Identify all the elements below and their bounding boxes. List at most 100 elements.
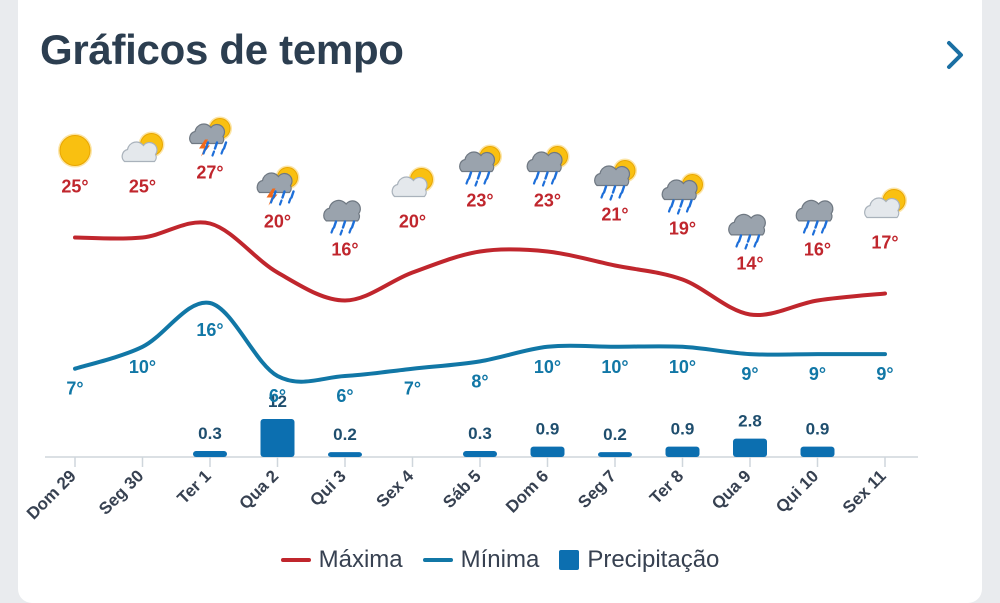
page-title: Gráficos de tempo (40, 26, 404, 73)
min-temp-label: 8° (471, 371, 488, 391)
cloud-shape (864, 197, 901, 219)
rain-drop (341, 220, 347, 229)
precip-label: 12 (268, 392, 287, 411)
rain-drop (483, 178, 488, 185)
rain-drop (474, 180, 479, 187)
rain-drop (805, 220, 810, 229)
rain-drop (618, 192, 623, 199)
rain-drop (544, 171, 549, 180)
rain-drop (272, 190, 277, 199)
legend-label-min: Mínima (460, 546, 540, 573)
rain-drop (222, 141, 228, 150)
cloud-shape (728, 213, 766, 236)
precip-bar (665, 446, 700, 457)
cloud-shape (323, 199, 361, 222)
rain-drop (602, 185, 608, 194)
x-tick-label: Dom 6 (502, 466, 552, 516)
cloud-shape (391, 176, 428, 198)
min-temp-label: 7° (404, 379, 421, 399)
max-temp-label: 16° (804, 240, 831, 260)
rain-drop (465, 178, 470, 185)
rain-sun-icon (459, 144, 502, 187)
rain-icon (728, 213, 766, 250)
thunderstorm-icon (256, 165, 300, 206)
rain-sun-icon (526, 144, 570, 187)
cloud-shape (256, 172, 293, 194)
rain-drop (735, 241, 740, 248)
rain-sun-icon (661, 172, 705, 215)
rain-drop (746, 234, 752, 243)
min-temp-label: 9° (809, 364, 826, 384)
min-swatch (422, 558, 453, 562)
max-temp-label: 14° (736, 254, 763, 274)
min-temp-label: 16° (196, 320, 223, 340)
precip-bar (260, 419, 295, 457)
rain-drop (211, 150, 216, 157)
rain-drop (287, 197, 292, 204)
rain-drop (823, 220, 828, 229)
rain-drop (820, 227, 825, 234)
cloud-shape (594, 165, 631, 187)
rain-drop (350, 220, 356, 229)
rain-drop (213, 141, 219, 150)
weather-chart: 0.3 12 0.2 0.3 0.9 0.2 0.9 2.8 0.9 Dom 29 Seg 30 Te… (23, 116, 918, 523)
rain-drop (541, 180, 546, 187)
rain-drop (290, 190, 295, 199)
rain-drop (811, 229, 816, 236)
lightning-bolt (266, 188, 278, 206)
min-temp-label: 10° (669, 357, 696, 377)
x-tick-label: Ter 1 (174, 466, 215, 507)
x-tick-label: Seg 7 (574, 466, 620, 512)
cloud-shape (189, 123, 226, 145)
rain-drop (685, 206, 690, 213)
rain-drop (744, 243, 749, 250)
partly-cloudy-icon (391, 166, 435, 198)
rain-icon (323, 199, 361, 236)
max-temp-label: 19° (669, 219, 696, 239)
min-temp-label: 6° (269, 386, 286, 406)
rain-drop (755, 234, 761, 243)
partly-cloudy-icon (121, 131, 165, 163)
x-tick-label: Ter 8 (646, 466, 687, 507)
max-temp-label: 16° (331, 240, 358, 260)
precip-label: 0.2 (603, 425, 627, 444)
rain-drop (202, 148, 207, 155)
precip-bar (463, 450, 497, 457)
chevron-right-icon[interactable] (940, 38, 970, 72)
min-temp-label: 10° (601, 357, 628, 377)
rain-sun-icon (594, 158, 637, 201)
rain-drop (679, 199, 684, 208)
precip-label: 0.9 (806, 420, 830, 439)
thunderstorm-icon (189, 116, 232, 157)
rain-drop (532, 178, 537, 185)
max-temp-label: 23° (466, 191, 493, 211)
x-tick-label: Sex 11 (839, 466, 890, 517)
rain-drop (802, 227, 807, 234)
lightning-bolt (199, 139, 210, 157)
chart-legend: Máxima Mínima Precipitação (0, 540, 1000, 580)
max-temp-line (73, 220, 887, 318)
rain-drop (550, 178, 555, 185)
max-temp-label: 25° (129, 177, 156, 197)
cloud-shape (459, 151, 496, 173)
sun-disc (59, 135, 91, 166)
max-temp-label: 20° (399, 212, 426, 232)
rain-drop (814, 220, 819, 229)
rain-drop (667, 206, 672, 213)
cloud-shape (526, 151, 563, 173)
rain-drop (611, 185, 617, 194)
partly-cloudy-icon (864, 187, 907, 219)
rain-drop (348, 227, 353, 234)
min-temp-label: 9° (741, 364, 758, 384)
max-temp-label: 21° (601, 205, 628, 225)
max-temp-label: 25° (61, 177, 88, 197)
precip-bar (598, 452, 632, 457)
rain-drop (670, 199, 675, 208)
precip-label: 0.9 (536, 420, 560, 439)
rain-icon (795, 199, 834, 236)
rain-drop (269, 197, 274, 204)
x-tick-label: Sáb 5 (439, 466, 485, 512)
x-tick-label: Dom 29 (23, 466, 80, 523)
legend-item-precip: Precipitação (559, 546, 719, 574)
rain-drop (676, 208, 681, 215)
